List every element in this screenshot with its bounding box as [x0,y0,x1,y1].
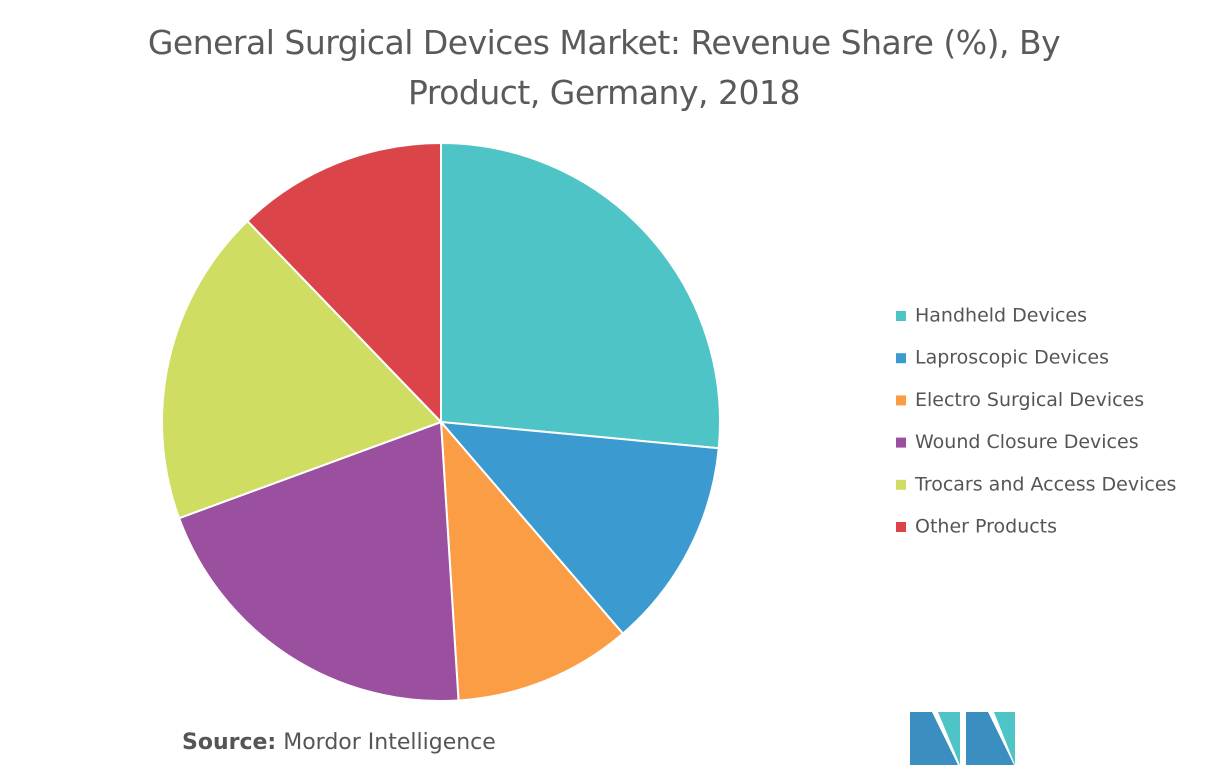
legend-label: Handheld Devices [915,305,1087,327]
legend-label: Electro Surgical Devices [915,389,1144,411]
pie-slice [439,419,625,702]
legend-swatch [896,353,906,364]
pie-slice [161,219,443,520]
legend-swatch [896,395,906,406]
pie-slice [177,420,460,702]
legend-swatch [896,522,906,532]
legend-label: Laproscopic Devices [915,347,1109,369]
legend-label: Trocars and Access Devices [914,473,1176,495]
logo [910,712,1015,765]
pie-slice [438,420,720,635]
legend-swatch [896,479,906,490]
pie-slice [440,141,721,450]
legend-label: Wound Closure Devices [915,431,1139,453]
legend-swatch [896,437,906,448]
source-label: Source: [182,730,277,755]
chart-title: General Surgical Devices Market: Revenue… [147,23,1061,112]
source-text: Mordor Intelligence [283,730,496,755]
pie-slice [246,141,442,425]
legend-swatch [896,311,906,321]
source: Source: Mordor Intelligence [182,730,496,755]
legend-label: Other Products [915,516,1057,538]
